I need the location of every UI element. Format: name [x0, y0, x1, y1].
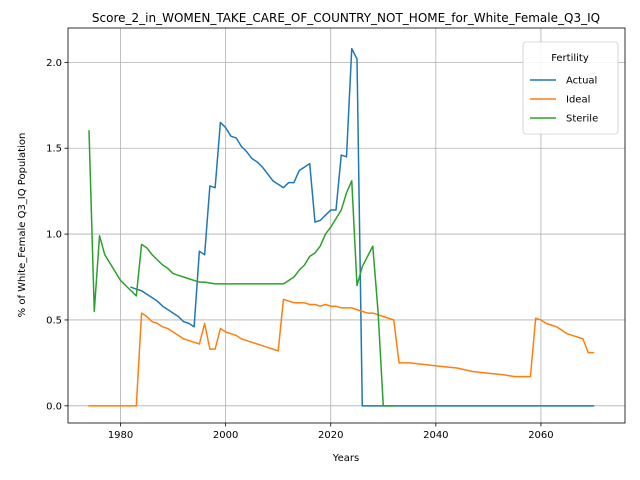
plot-frame	[67, 27, 626, 424]
legend-label-ideal: Ideal	[566, 95, 590, 106]
legend-label-actual: Actual	[566, 76, 597, 87]
series-line-actual	[130, 47, 595, 407]
x-tick-label: 2020	[318, 430, 343, 441]
legend-box	[522, 41, 619, 135]
x-axis-ticks: 1980 2000 2020 2040 2060	[108, 423, 554, 441]
series-line-ideal	[88, 298, 595, 407]
y-tick-label: 1.5	[46, 144, 62, 155]
y-tick-label: 2.0	[46, 58, 62, 69]
y-tick-label: 0.5	[46, 315, 62, 326]
series-line-sterile	[88, 130, 395, 407]
y-tick-label: 1.0	[46, 230, 62, 241]
x-tick-label: 1980	[108, 430, 133, 441]
y-tick-label: 0.0	[46, 401, 62, 412]
x-tick-label: 2040	[423, 430, 448, 441]
y-axis-label: % of White_Female Q3_IQ Population	[17, 133, 28, 318]
legend-title: Fertility	[551, 53, 589, 64]
x-tick-label: 2060	[528, 430, 553, 441]
series-lines	[88, 47, 595, 407]
chart-title: Score_2_in_WOMEN_TAKE_CARE_OF_COUNTRY_NO…	[92, 11, 600, 25]
legend: Fertility Actual Ideal Sterile	[522, 41, 619, 135]
x-axis-label: Years	[332, 453, 359, 464]
legend-label-sterile: Sterile	[566, 114, 598, 125]
y-axis-ticks: 0.0 0.5 1.0 1.5 2.0	[46, 58, 68, 412]
x-tick-label: 2000	[213, 430, 238, 441]
